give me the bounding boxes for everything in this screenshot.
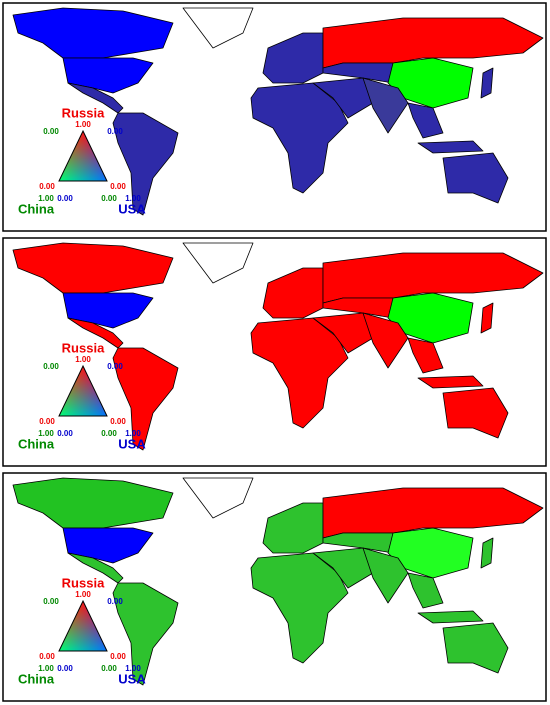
country-region	[312, 312, 374, 354]
legend-tick: 1.00	[75, 355, 91, 364]
country-region	[417, 375, 484, 389]
legend-label: China	[18, 436, 55, 451]
country-region	[12, 477, 174, 529]
legend-label: China	[18, 201, 55, 216]
legend-tick: 0.00	[107, 127, 123, 136]
country-region	[407, 102, 444, 139]
legend-outline	[58, 364, 108, 417]
legend-tick: 0.00	[107, 597, 123, 606]
legend-gradient	[59, 366, 107, 416]
legend-tick: 0.00	[43, 362, 59, 371]
legend-label: USA	[118, 671, 146, 686]
country-region	[12, 7, 174, 59]
country-region	[312, 547, 374, 589]
legend-tick: 0.00	[39, 417, 55, 426]
legend-tick: 0.00	[43, 597, 59, 606]
legend-tick: 0.00	[110, 652, 126, 661]
legend-outline	[58, 599, 108, 652]
legend-tick: 0.00	[101, 194, 117, 203]
country-region	[182, 477, 254, 519]
country-region	[362, 77, 409, 134]
legend-label: Russia	[62, 105, 105, 120]
legend-tick: 1.00	[125, 429, 141, 438]
legend-label: USA	[118, 436, 146, 451]
legend-tick: 0.00	[107, 362, 123, 371]
country-region	[182, 242, 254, 284]
legend-label: USA	[118, 201, 146, 216]
legend-tick: 1.00	[38, 429, 54, 438]
legend-outline	[58, 129, 108, 182]
legend-tick: 1.00	[75, 120, 91, 129]
legend-label: China	[18, 671, 55, 686]
country-region	[417, 140, 484, 154]
country-region	[407, 572, 444, 609]
legend-tick: 1.00	[125, 664, 141, 673]
country-region	[262, 267, 324, 319]
country-region	[112, 112, 179, 216]
legend-tick: 0.00	[57, 194, 73, 203]
country-region	[442, 622, 509, 674]
country-region	[407, 337, 444, 374]
country-region	[417, 610, 484, 624]
country-region	[480, 537, 494, 569]
legend-tick: 1.00	[38, 664, 54, 673]
legend-gradient	[59, 131, 107, 181]
country-region	[312, 77, 374, 119]
country-region	[112, 347, 179, 451]
legend-tick: 1.00	[75, 590, 91, 599]
legend-gradient	[59, 601, 107, 651]
legend-tick: 0.00	[110, 182, 126, 191]
country-region	[362, 312, 409, 369]
country-region	[112, 582, 179, 686]
country-region	[480, 302, 494, 334]
legend-tick: 0.00	[101, 429, 117, 438]
country-region	[442, 387, 509, 439]
country-region	[12, 242, 174, 294]
legend-label: Russia	[62, 340, 105, 355]
legend-tick: 1.00	[125, 194, 141, 203]
country-region	[262, 32, 324, 84]
country-region	[182, 7, 254, 49]
country-region	[67, 82, 124, 114]
legend-tick: 0.00	[57, 664, 73, 673]
legend-tick: 0.00	[57, 429, 73, 438]
legend-tick: 0.00	[110, 417, 126, 426]
country-region	[442, 152, 509, 204]
legend-tick: 0.00	[39, 652, 55, 661]
country-region	[67, 552, 124, 584]
country-region	[362, 547, 409, 604]
legend-label: Russia	[62, 575, 105, 590]
legend-tick: 1.00	[38, 194, 54, 203]
country-region	[262, 502, 324, 554]
legend-tick: 0.00	[43, 127, 59, 136]
legend-tick: 0.00	[101, 664, 117, 673]
country-region	[480, 67, 494, 99]
legend-tick: 0.00	[39, 182, 55, 191]
country-region	[67, 317, 124, 349]
